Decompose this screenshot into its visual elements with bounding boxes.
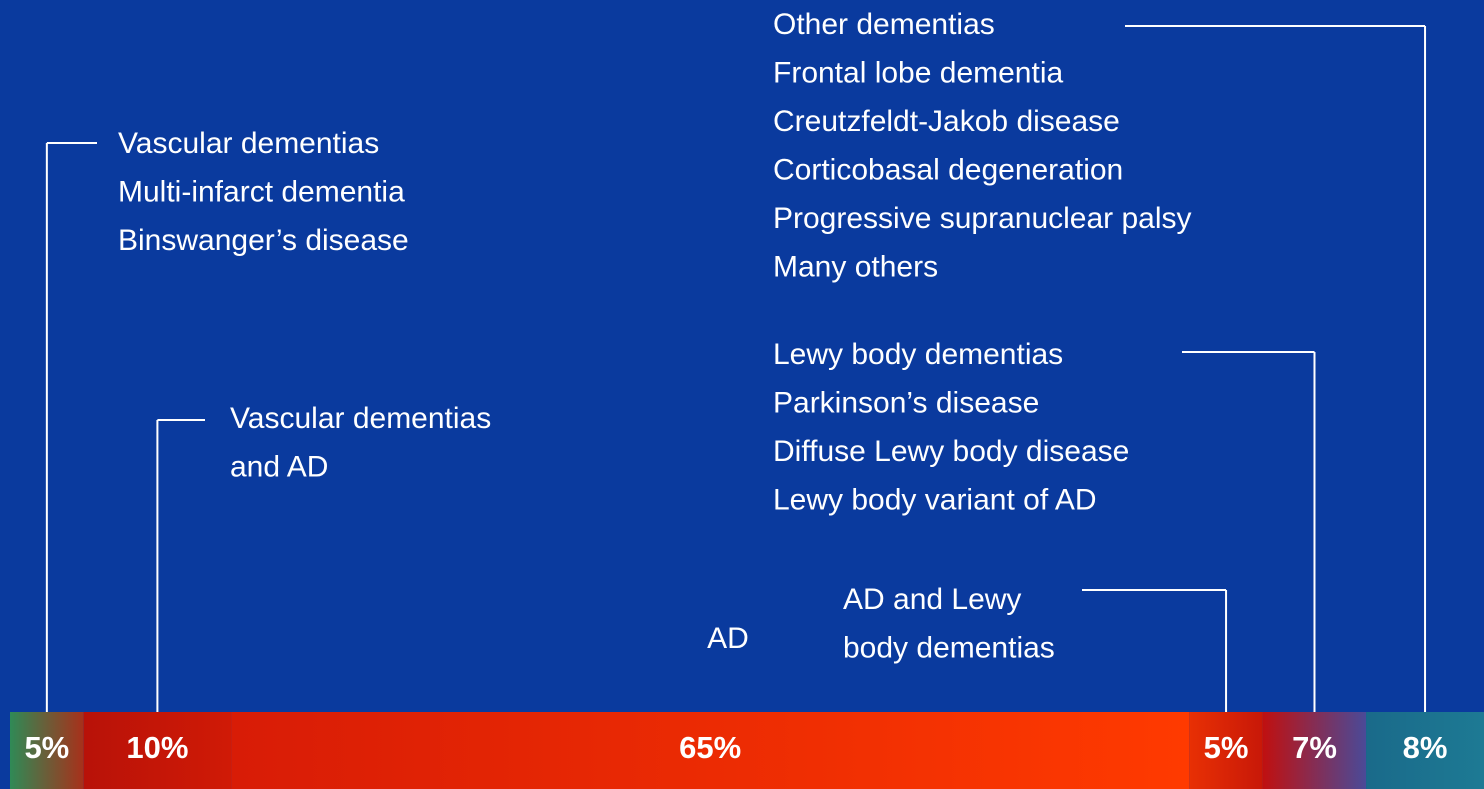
- annotation: Vascular dementias: [230, 402, 491, 435]
- value-label: 65%: [679, 730, 741, 765]
- annotation: Other dementias: [773, 8, 995, 41]
- bar-segment: [10, 712, 84, 789]
- bar-segment: [1189, 712, 1263, 789]
- annotation: Parkinson’s disease: [773, 386, 1039, 419]
- annotation: body dementias: [843, 631, 1055, 664]
- value-label: 5%: [1204, 730, 1249, 765]
- annotation: AD: [707, 622, 749, 655]
- annotation: Lewy body variant of AD: [773, 483, 1097, 516]
- bar-segment: [83, 712, 232, 789]
- annotation: Many others: [773, 250, 938, 283]
- value-label: 10%: [126, 730, 188, 765]
- annotation: Frontal lobe dementia: [773, 56, 1063, 89]
- annotation: Lewy body dementias: [773, 338, 1063, 371]
- value-label: 5%: [24, 730, 69, 765]
- annotation: Multi-infarct dementia: [118, 175, 405, 208]
- annotation: Binswanger’s disease: [118, 224, 409, 257]
- annotation: Creutzfeldt-Jakob disease: [773, 105, 1120, 138]
- bar-segment: [231, 712, 1190, 789]
- annotation: Progressive supranuclear palsy: [773, 202, 1192, 235]
- annotation: AD and Lewy: [843, 583, 1021, 616]
- bar-segment: [1262, 712, 1367, 789]
- annotation: and AD: [230, 450, 328, 483]
- annotation: Corticobasal degeneration: [773, 153, 1123, 186]
- value-label: 7%: [1292, 730, 1337, 765]
- value-label: 8%: [1403, 730, 1448, 765]
- annotation: Vascular dementias: [118, 127, 379, 160]
- bar-segment: [1366, 712, 1484, 789]
- annotation: Diffuse Lewy body disease: [773, 435, 1129, 468]
